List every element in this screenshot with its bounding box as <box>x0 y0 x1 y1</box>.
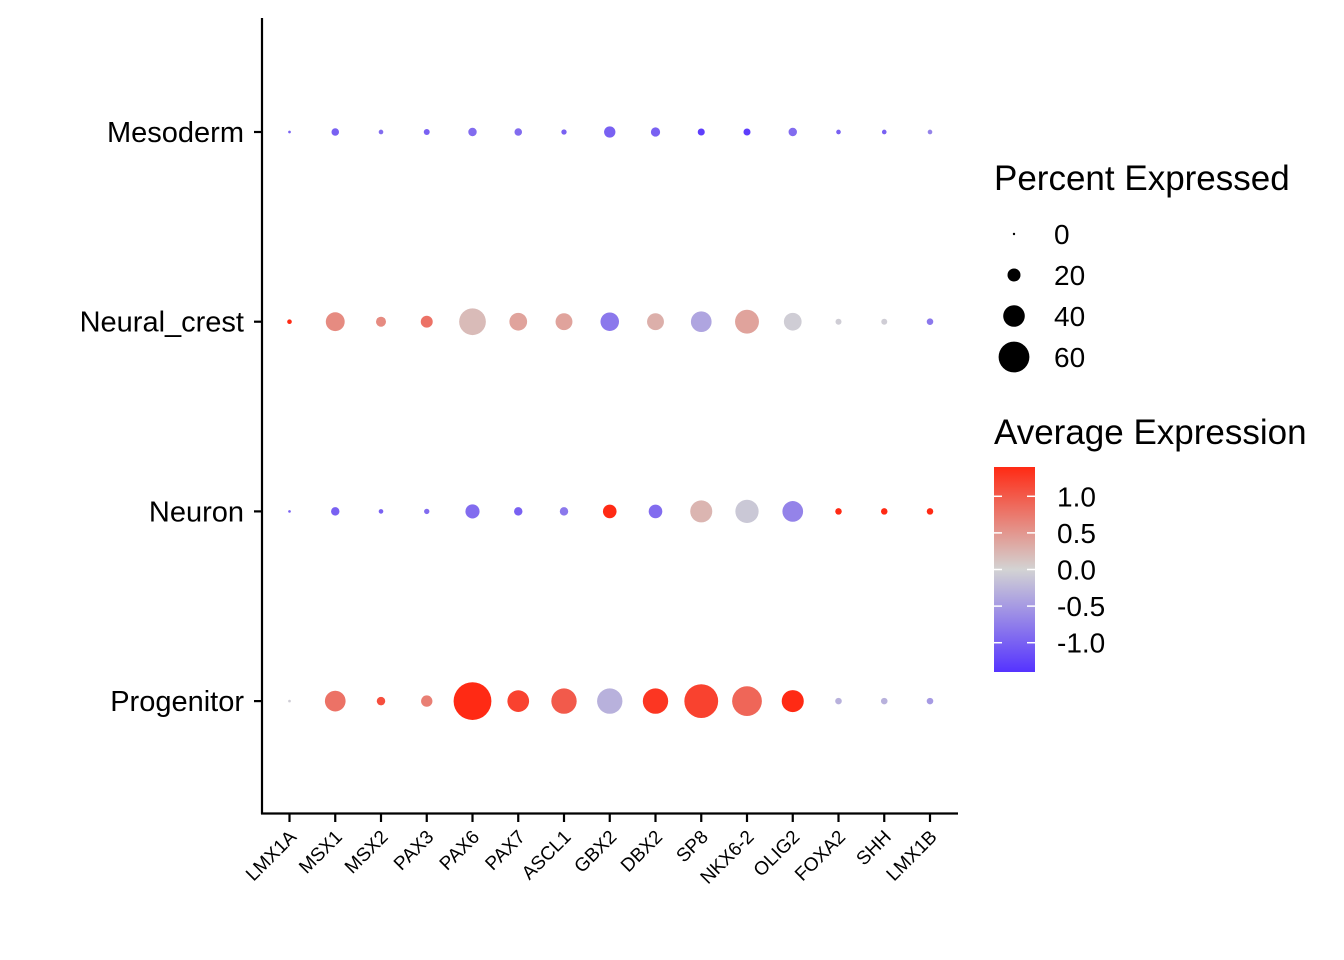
dot-neural-crest-shh <box>881 318 888 325</box>
dot-progenitor-foxa2 <box>835 697 842 705</box>
size-legend: Percent Expressed 0 20 40 60 <box>994 159 1290 373</box>
dot-neuron-pax6 <box>465 504 480 519</box>
dot-neural-crest-ascl1 <box>555 313 573 331</box>
color-legend-label-2: 0.0 <box>1057 555 1096 586</box>
dot-neuron-pax7 <box>514 507 523 516</box>
dot-neural-crest-pax7 <box>509 312 528 331</box>
dot-progenitor-olig2 <box>781 690 804 713</box>
x-tick-label-lmx1a: LMX1A <box>242 826 301 885</box>
x-tick-label-ascl1: ASCL1 <box>518 827 575 884</box>
dot-progenitor-pax3 <box>421 695 433 707</box>
dot-mesoderm-lmx1a <box>288 130 291 134</box>
dot-neural-crest-dbx2 <box>647 313 664 331</box>
dot-neural-crest-msx2 <box>375 316 387 327</box>
dot-neuron-nkx6-2 <box>735 499 759 524</box>
dot-progenitor-lmx1b <box>926 697 934 705</box>
dot-progenitor-gbx2 <box>597 688 623 714</box>
dot-progenitor-msx1 <box>324 690 346 712</box>
dot-mesoderm-pax7 <box>514 128 523 136</box>
dot-mesoderm-msx1 <box>331 128 340 136</box>
x-tick-label-msx2: MSX2 <box>341 827 392 878</box>
dot-neuron-foxa2 <box>835 508 842 515</box>
size-legend-label-20: 20 <box>1054 260 1085 291</box>
y-tick-label-mesoderm: Mesoderm <box>107 117 244 149</box>
color-legend-label-3: -0.5 <box>1057 591 1105 622</box>
plot-area: Mesoderm Neural_crest Neuron Progenitor LMX… <box>80 18 958 889</box>
size-legend-label-40: 40 <box>1054 301 1085 332</box>
dot-neuron-pax3 <box>424 508 430 515</box>
y-axis-ticks: Mesoderm Neural_crest Neuron Progenitor <box>80 117 262 718</box>
dot-neuron-dbx2 <box>648 504 663 519</box>
dot-progenitor-sp8 <box>684 684 719 719</box>
dot-neuron-lmx1b <box>926 508 934 515</box>
size-legend-title: Percent Expressed <box>994 159 1290 198</box>
size-legend-label-0: 0 <box>1054 219 1070 250</box>
dot-neuron-shh <box>880 508 888 515</box>
dot-progenitor-shh <box>880 697 888 705</box>
dot-neuron-sp8 <box>690 500 713 523</box>
x-tick-label-lmx1b: LMX1B <box>883 827 942 886</box>
dot-mesoderm-pax6 <box>468 127 477 137</box>
dot-mesoderm-olig2 <box>788 127 797 137</box>
color-legend-label-0: 1.0 <box>1057 481 1096 512</box>
size-legend-dot-0 <box>1012 232 1016 236</box>
dot-neuron-msx1 <box>331 507 340 516</box>
x-tick-label-pax3: PAX3 <box>390 827 438 875</box>
dot-progenitor-msx2 <box>376 696 386 706</box>
dot-mesoderm-msx2 <box>378 129 384 135</box>
dot-neuron-lmx1a <box>288 510 291 513</box>
dot-mesoderm-ascl1 <box>561 129 567 135</box>
dot-neural-crest-foxa2 <box>835 318 842 325</box>
size-legend-label-60: 60 <box>1054 342 1085 373</box>
dot-mesoderm-pax3 <box>423 129 430 135</box>
x-tick-label-sp8: SP8 <box>673 827 713 867</box>
dot-neural-crest-pax6 <box>459 308 486 336</box>
color-legend-label-4: -1.0 <box>1057 628 1105 659</box>
dot-neuron-olig2 <box>782 501 804 522</box>
x-tick-label-dbx2: DBX2 <box>617 827 667 877</box>
dot-progenitor-pax7 <box>507 690 530 712</box>
dot-mesoderm-gbx2 <box>604 126 616 138</box>
y-tick-label-progenitor: Progenitor <box>110 686 244 718</box>
dot-progenitor-dbx2 <box>642 688 669 714</box>
dot-mesoderm-foxa2 <box>836 129 841 135</box>
size-legend-items: 0 20 40 60 <box>998 219 1085 373</box>
dot-mesoderm-shh <box>881 129 887 135</box>
x-tick-label-msx1: MSX1 <box>295 827 346 878</box>
dot-mesoderm-nkx6-2 <box>743 128 751 136</box>
color-legend-items: 1.0 0.5 0.0 -0.5 -1.0 <box>994 481 1105 659</box>
dot-progenitor-ascl1 <box>551 688 577 714</box>
size-legend-dot-20 <box>1007 268 1021 282</box>
dot-neural-crest-olig2 <box>783 312 802 331</box>
size-legend-dot-60 <box>998 341 1030 373</box>
dot-mesoderm-lmx1b <box>927 129 933 135</box>
dot-neural-crest-pax3 <box>420 315 433 328</box>
dot-neural-crest-msx1 <box>325 312 345 332</box>
dot-progenitor-pax6 <box>453 682 492 720</box>
dot-neuron-ascl1 <box>559 507 569 516</box>
x-tick-label-gbx2: GBX2 <box>571 827 622 878</box>
dot-marks <box>287 126 934 720</box>
dot-mesoderm-sp8 <box>697 128 705 136</box>
color-legend: Average Expression 1.0 0.5 0.0 -0.5 -1.0 <box>994 413 1307 672</box>
size-legend-dot-40 <box>1003 305 1025 327</box>
dot-neuron-msx2 <box>378 509 384 514</box>
dot-progenitor-lmx1a <box>288 699 291 703</box>
dot-neural-crest-lmx1a <box>287 319 292 325</box>
y-tick-label-neural-crest: Neural_crest <box>80 307 244 339</box>
dot-mesoderm-dbx2 <box>650 127 661 137</box>
color-legend-title: Average Expression <box>994 413 1307 452</box>
dot-progenitor-nkx6-2 <box>732 686 762 716</box>
color-legend-label-1: 0.5 <box>1057 518 1096 549</box>
y-tick-label-neuron: Neuron <box>149 496 244 528</box>
dot-neural-crest-sp8 <box>690 311 712 333</box>
dot-neural-crest-nkx6-2 <box>735 309 759 334</box>
dot-neuron-gbx2 <box>602 504 617 519</box>
dot-neural-crest-gbx2 <box>600 312 620 331</box>
x-tick-label-foxa2: FOXA2 <box>791 827 850 886</box>
x-tick-label-pax6: PAX6 <box>436 827 484 875</box>
dot-neural-crest-lmx1b <box>926 318 934 325</box>
